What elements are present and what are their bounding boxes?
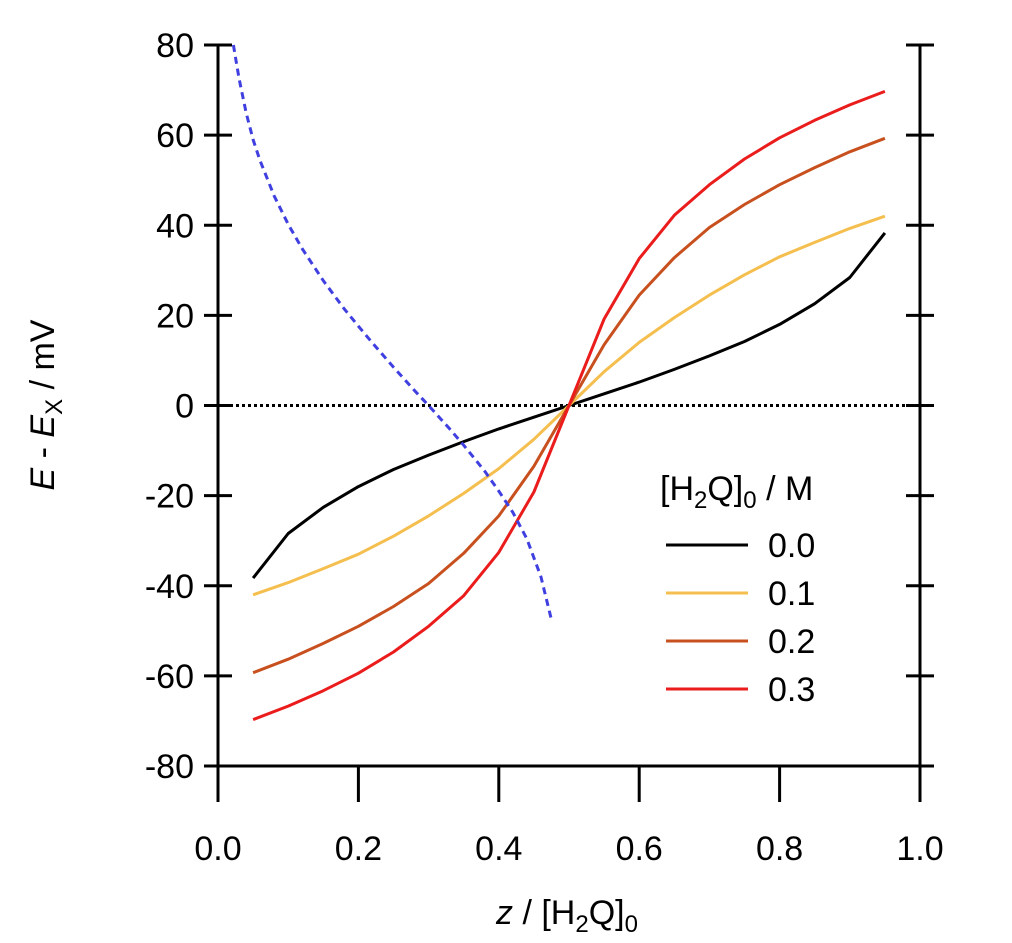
legend-label: 0.3 — [768, 671, 815, 709]
y-tick-label: 20 — [156, 297, 194, 335]
x-tick-label: 0.2 — [335, 830, 382, 868]
legend-label: 0.1 — [768, 575, 815, 613]
reference-curve — [231, 44, 553, 621]
x-tick-label: 0.4 — [475, 830, 522, 868]
legend-label: 0.2 — [768, 623, 815, 661]
y-tick-label: -60 — [145, 658, 194, 696]
legend-label: 0.0 — [768, 527, 815, 565]
y-tick-label: -40 — [145, 568, 194, 606]
reference-dashed-line — [231, 44, 553, 621]
y-tick-label: 40 — [156, 207, 194, 245]
y-axis-ticks: -80 -60 -40 -20 0 20 40 60 80 — [145, 27, 934, 786]
y-tick-label: -20 — [145, 478, 194, 516]
y-tick-label: 60 — [156, 117, 194, 155]
y-axis-title: E - EX / mV — [24, 319, 68, 490]
series-line-0-3 — [252, 89, 886, 721]
x-axis-ticks: 0.0 0.2 0.4 0.6 0.8 1.0 — [194, 766, 944, 868]
y-tick-label: -80 — [145, 748, 194, 786]
x-tick-label: 0.0 — [194, 830, 241, 868]
x-axis-title: z / [H2Q]0 — [495, 894, 638, 938]
x-tick-label: 0.6 — [616, 830, 663, 868]
legend: [H2Q]0 / M 0.0 0.1 0.2 0.3 — [660, 470, 815, 709]
y-tick-label: 80 — [156, 27, 194, 65]
x-tick-label: 1.0 — [896, 830, 943, 868]
series-lines — [251, 89, 887, 721]
legend-title: [H2Q]0 / M — [660, 470, 813, 514]
x-tick-label: 0.8 — [756, 830, 803, 868]
y-tick-label: 0 — [175, 388, 194, 426]
